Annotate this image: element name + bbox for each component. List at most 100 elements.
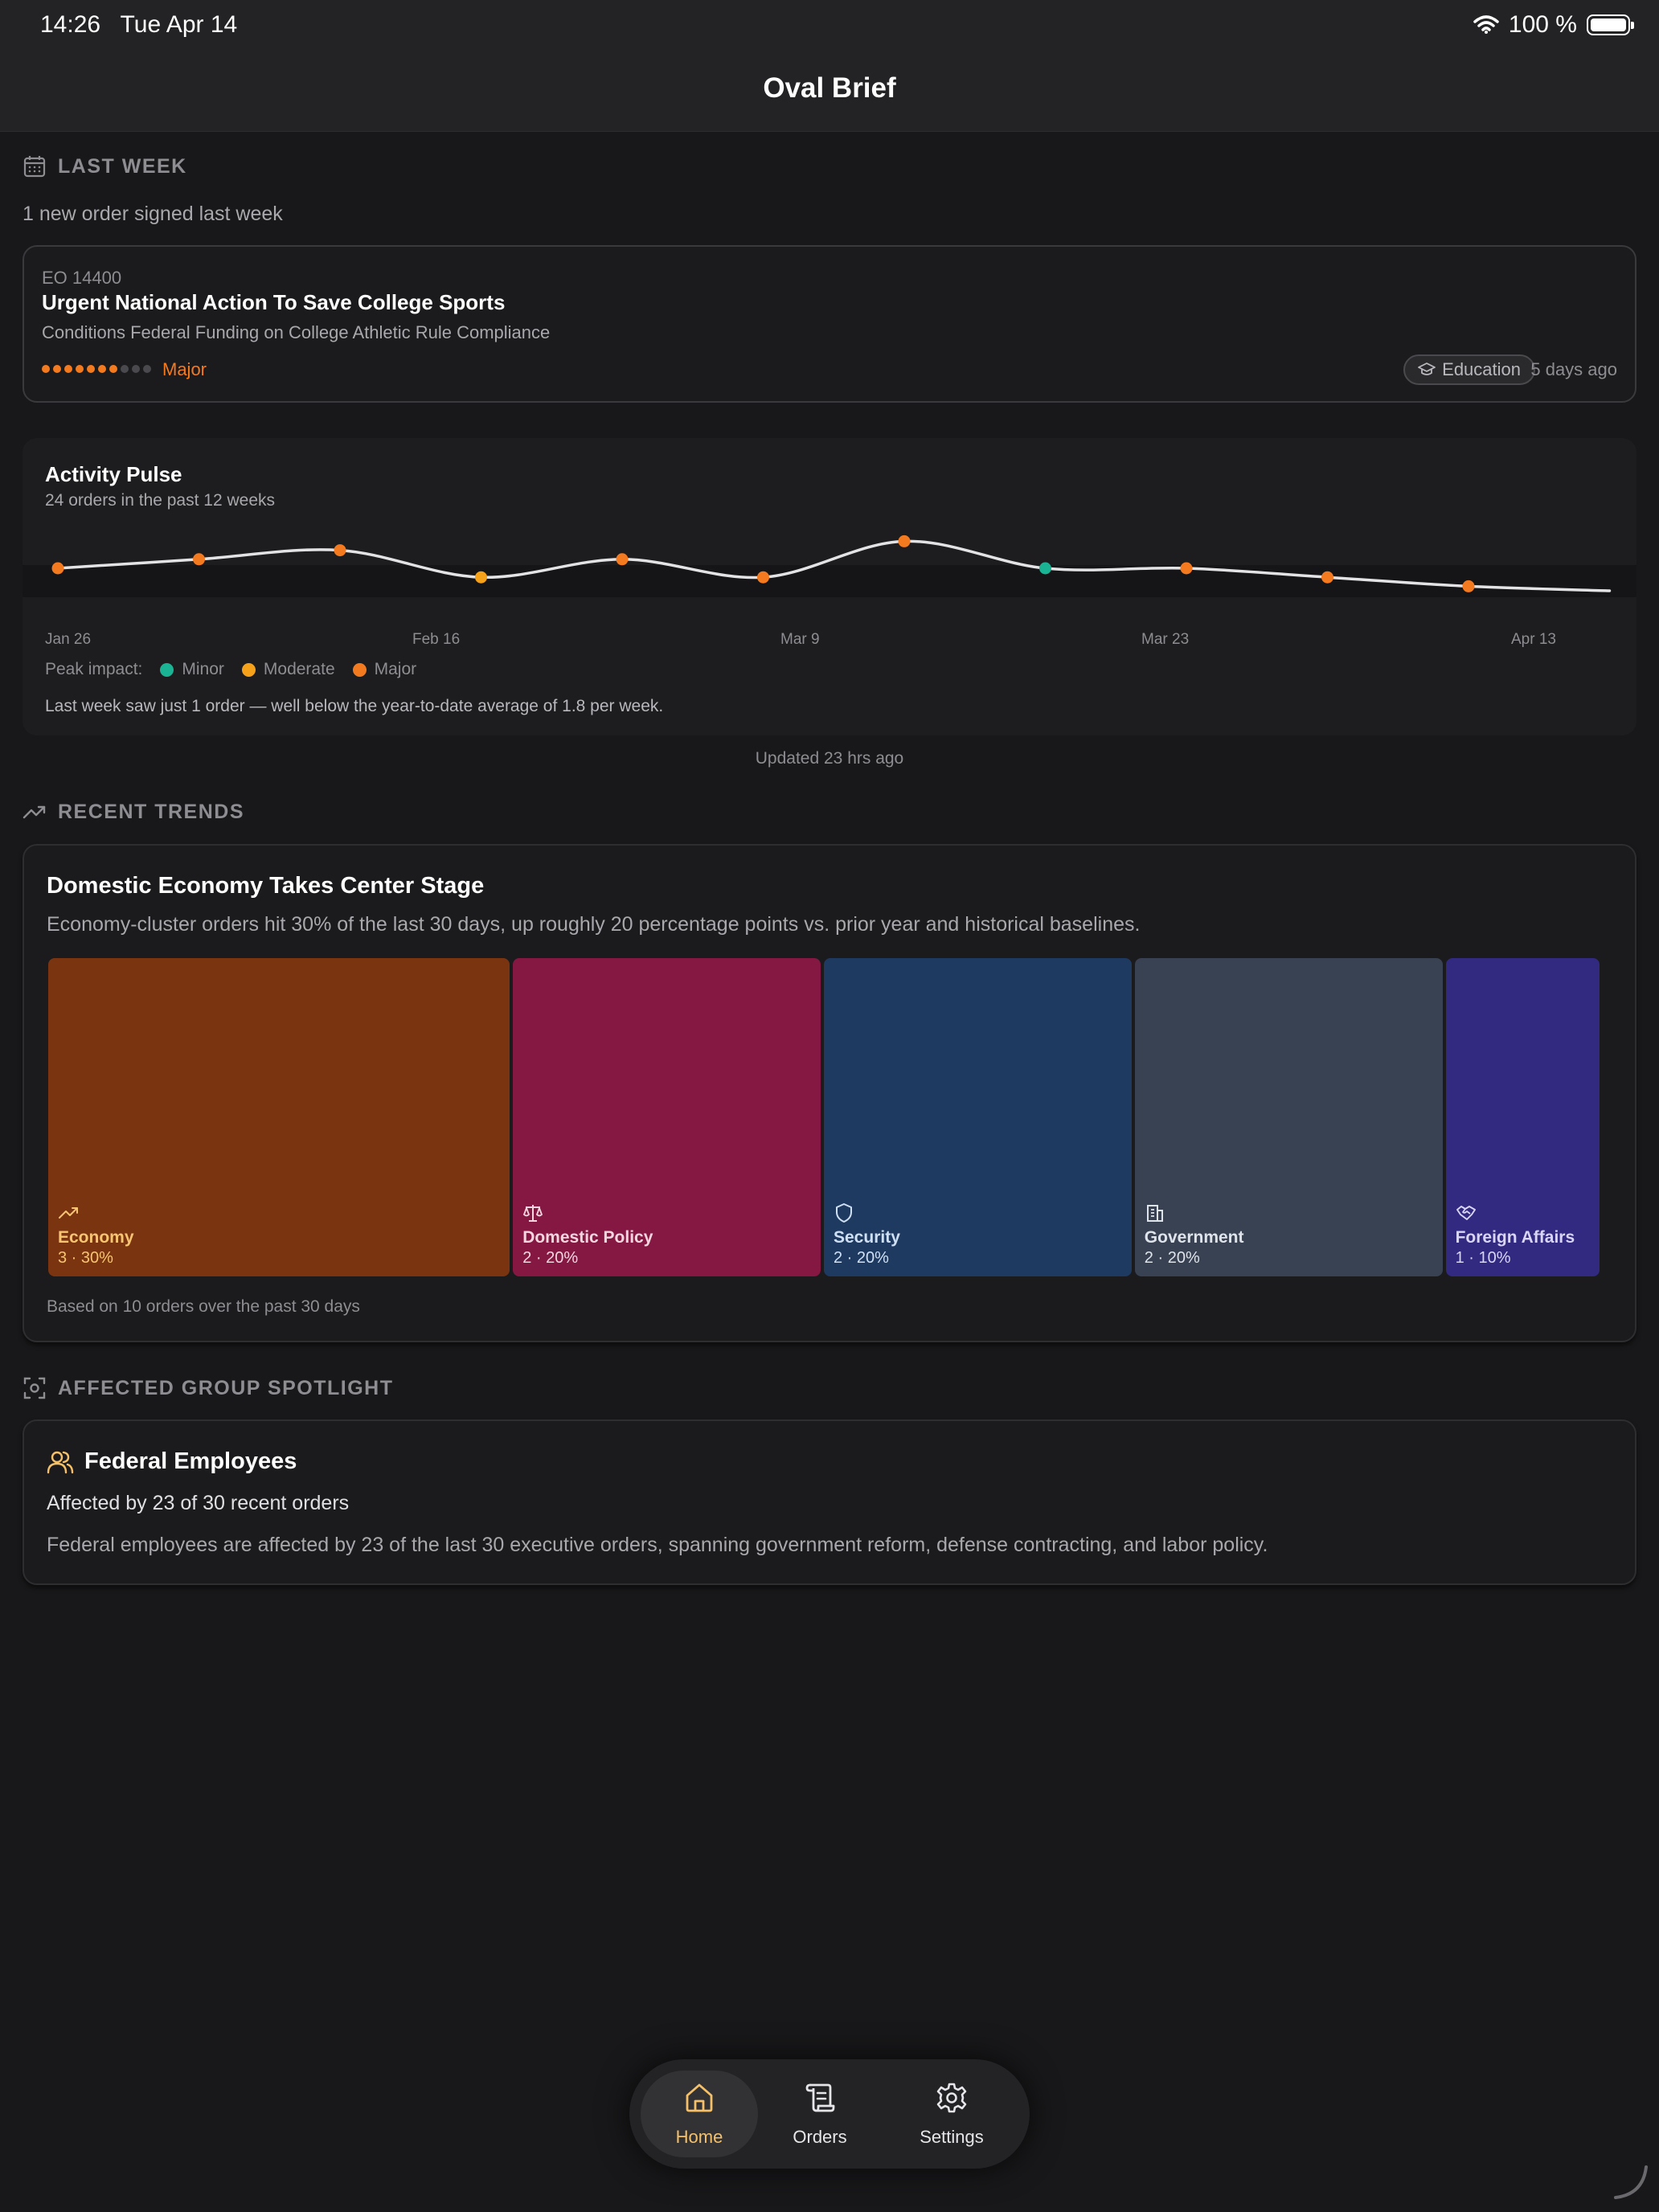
trends-footer: Based on 10 orders over the past 30 days	[47, 1297, 360, 1316]
impact-dot	[109, 365, 117, 373]
pulse-point	[1321, 571, 1333, 584]
x-tick-label: Mar 9	[780, 631, 820, 648]
x-tick-label: Mar 23	[1141, 631, 1190, 648]
impact-dot	[53, 365, 61, 373]
building-icon	[1146, 1205, 1163, 1222]
spotlight-title: Federal Employees	[84, 1448, 297, 1474]
spotlight-stat: Affected by 23 of 30 recent orders	[47, 1492, 350, 1514]
gear-icon	[936, 2083, 967, 2113]
pulse-point	[193, 553, 205, 566]
activity-pulse-card: Activity Pulse 24 orders in the past 12 …	[23, 438, 1636, 735]
tab-home[interactable]: Home	[641, 2071, 758, 2157]
pulse-title: Activity Pulse	[45, 462, 182, 486]
tile-value: 2 · 20%	[1144, 1249, 1200, 1267]
status-right: 100 %	[1473, 11, 1634, 39]
wifi-icon	[1473, 15, 1499, 34]
pulse-point	[1180, 562, 1193, 575]
tile-name: Government	[1144, 1228, 1244, 1247]
impact-dot	[76, 365, 84, 373]
tile-name: Domestic Policy	[522, 1228, 653, 1247]
pulse-point	[475, 571, 487, 584]
order-age: 5 days ago	[1530, 359, 1617, 379]
scales-icon	[523, 1205, 543, 1222]
tab-orders[interactable]: Orders	[761, 2071, 879, 2157]
activity-pulse-chart	[23, 535, 1636, 597]
spotlight-card[interactable]: Federal Employees Affected by 23 of 30 r…	[23, 1419, 1636, 1585]
recent-trends-header: RECENT TRENDS	[23, 800, 244, 824]
last-week-summary: 1 new order signed last week	[23, 203, 283, 225]
trends-title: Domestic Economy Takes Center Stage	[47, 873, 485, 899]
category-tag-label: Education	[1442, 359, 1521, 379]
trend-up-icon	[23, 805, 46, 819]
legend-dot	[160, 662, 174, 677]
resize-handle-icon[interactable]	[1611, 2162, 1651, 2202]
category-tile-economy[interactable]: Economy 3 · 30%	[48, 958, 510, 1276]
legend-label: Moderate	[263, 660, 335, 678]
tile-value: 1 · 10%	[1455, 1249, 1511, 1267]
battery-text: 100 %	[1508, 11, 1577, 38]
calendar-icon	[23, 156, 46, 178]
legend-moderate: Moderate	[241, 660, 335, 679]
legend-major: Major	[352, 660, 417, 679]
x-tick-label: Jan 26	[45, 631, 92, 648]
impact-dot	[121, 365, 129, 373]
shield-icon	[836, 1203, 852, 1223]
impact-dot	[98, 365, 106, 373]
category-tile-foreign-affairs[interactable]: Foreign Affairs 1 · 10%	[1445, 958, 1600, 1276]
tab-settings[interactable]: Settings	[893, 2071, 1010, 2157]
updated-text: Updated 23 hrs ago	[755, 749, 904, 768]
pulse-point	[616, 553, 629, 566]
pulse-point	[1462, 580, 1475, 592]
tab-label: Home	[675, 2127, 723, 2147]
tile-value: 2 · 20%	[834, 1249, 889, 1267]
category-tile-domestic-policy[interactable]: Domestic Policy 2 · 20%	[513, 958, 821, 1276]
category-tile-government[interactable]: Government 2 · 20%	[1134, 958, 1443, 1276]
tab-label: Orders	[793, 2127, 847, 2147]
date-text: Tue Apr 14	[120, 11, 238, 38]
pulse-subtitle: 24 orders in the past 12 weeks	[45, 491, 276, 510]
status-time: 14:26 Tue Apr 14	[40, 11, 237, 39]
battery-icon	[1587, 14, 1634, 35]
handshake-icon	[1456, 1206, 1476, 1220]
impact-dot	[87, 365, 95, 373]
tile-name: Security	[834, 1228, 900, 1247]
category-tile-security[interactable]: Security 2 · 20%	[824, 958, 1132, 1276]
recent-trends-header-label: RECENT TRENDS	[58, 800, 245, 823]
trends-card: Domestic Economy Takes Center Stage Econ…	[23, 844, 1636, 1342]
impact-dot	[143, 365, 151, 373]
pulse-point	[757, 571, 769, 584]
impact-dot	[64, 365, 72, 373]
graduation-cap-icon	[1418, 363, 1436, 375]
spotlight-description: Federal employees are affected by 23 of …	[47, 1534, 1268, 1556]
users-icon	[47, 1451, 74, 1474]
x-tick-label: Apr 13	[1511, 631, 1556, 648]
spotlight-header-label: AFFECTED GROUP SPOTLIGHT	[58, 1376, 394, 1399]
tab-label: Settings	[920, 2127, 984, 2147]
impact-legend: Peak impact: Minor Moderate Major	[45, 660, 416, 679]
order-card[interactable]: EO 14400 Urgent National Action To Save …	[23, 245, 1636, 403]
trend-up-icon	[59, 1207, 78, 1219]
legend-label: Major	[374, 660, 417, 678]
pulse-point	[898, 535, 911, 547]
app-title: Oval Brief	[763, 72, 896, 104]
tile-value: 3 · 30%	[58, 1249, 113, 1267]
legend-label: Minor	[182, 660, 224, 678]
legend-dot	[241, 662, 256, 677]
spotlight-header: AFFECTED GROUP SPOTLIGHT	[23, 1376, 394, 1400]
order-title: Urgent National Action To Save College S…	[42, 290, 506, 314]
time-text: 14:26	[40, 11, 101, 38]
order-number: EO 14400	[42, 268, 122, 288]
legend-dot	[352, 662, 367, 677]
pulse-point	[51, 562, 64, 575]
tile-value: 2 · 20%	[522, 1249, 579, 1267]
top-bar: 14:26 Tue Apr 14 100 % Oval Brief	[0, 0, 1659, 132]
category-tag[interactable]: Education	[1403, 354, 1535, 385]
last-week-header: LAST WEEK	[23, 154, 187, 178]
pulse-note: Last week saw just 1 order — well below …	[45, 697, 664, 715]
x-tick-label: Feb 16	[412, 631, 461, 648]
tile-name: Economy	[58, 1228, 134, 1247]
last-week-header-label: LAST WEEK	[58, 154, 187, 178]
pulse-line	[56, 539, 1612, 592]
legend-title: Peak impact:	[45, 660, 143, 678]
impact-dot	[42, 365, 50, 373]
